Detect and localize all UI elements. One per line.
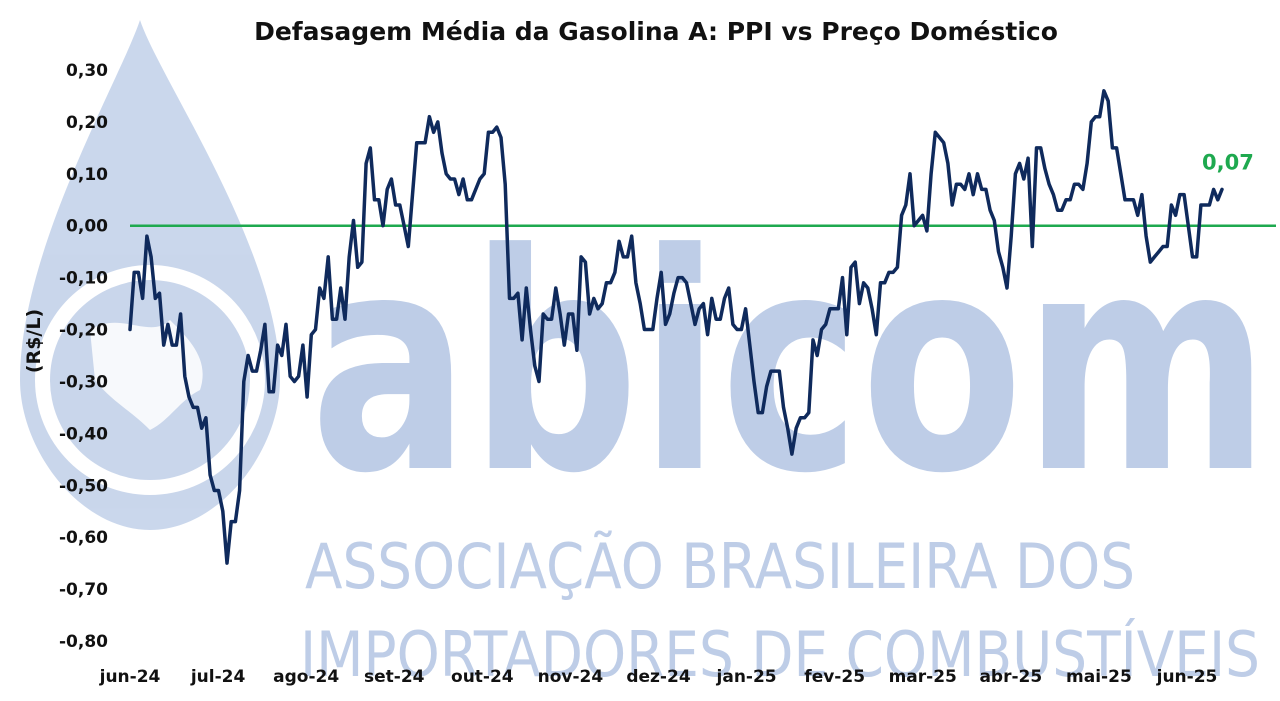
- y-tick-label: 0,00: [66, 217, 108, 237]
- x-tick-label: jan-25: [716, 667, 777, 687]
- y-tick-label: -0,10: [59, 269, 108, 289]
- x-tick-label: fev-25: [804, 667, 865, 687]
- x-tick-label: mar-25: [889, 667, 957, 687]
- x-tick-label: jul-24: [190, 667, 246, 687]
- watermark-line2: IMPORTADORES DE COMBUSTÍVEIS: [300, 618, 1260, 691]
- x-tick-label: out-24: [451, 667, 514, 687]
- y-axis-ticks: 0,30 0,20 0,10 0,00 -0,10 -0,20 -0,30 -0,40 -0,5…: [59, 61, 108, 652]
- watermark-line1: ASSOCIAÇÃO BRASILEIRA DOS: [305, 530, 1135, 603]
- y-tick-label: 0,20: [66, 113, 108, 133]
- x-tick-label: jun-25: [1156, 667, 1218, 687]
- y-tick-label: -0,60: [59, 528, 108, 548]
- x-tick-label: jun-24: [99, 667, 161, 687]
- chart-title: Defasagem Média da Gasolina A: PPI vs Pr…: [254, 17, 1058, 46]
- y-tick-label: -0,40: [59, 424, 108, 444]
- x-tick-label: dez-24: [626, 667, 690, 687]
- x-tick-label: abr-25: [979, 667, 1042, 687]
- y-tick-label: 0,10: [66, 165, 108, 185]
- y-tick-label: -0,50: [59, 476, 108, 496]
- y-tick-label: -0,30: [59, 372, 108, 392]
- y-axis-title: (R$/L): [23, 309, 45, 373]
- x-tick-label: mai-25: [1066, 667, 1132, 687]
- x-tick-label: set-24: [364, 667, 425, 687]
- x-tick-label: nov-24: [538, 667, 604, 687]
- x-tick-label: ago-24: [273, 667, 339, 687]
- watermark-brand: abicom: [310, 190, 1270, 539]
- y-tick-label: 0,30: [66, 61, 108, 81]
- watermark: abicom ASSOCIAÇÃO BRASILEIRA DOS IMPORTA…: [20, 20, 1270, 691]
- drop-globe-logo: [20, 20, 280, 530]
- last-value-label: 0,07: [1202, 150, 1254, 174]
- x-axis-ticks: jun-24 jul-24 ago-24 set-24 out-24 nov-24 dez-…: [99, 667, 1218, 687]
- y-tick-label: -0,80: [59, 632, 108, 652]
- y-tick-label: -0,20: [59, 321, 108, 341]
- y-tick-label: -0,70: [59, 580, 108, 600]
- series-line: [128, 89, 1224, 565]
